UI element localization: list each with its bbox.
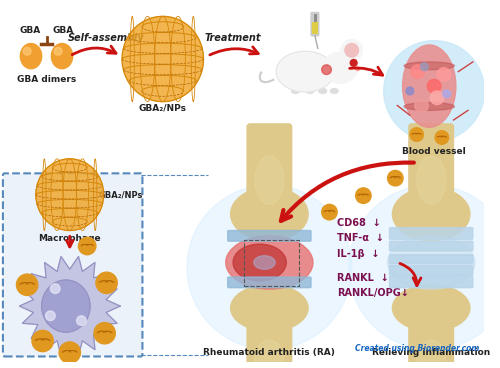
Text: Treatment: Treatment: [204, 32, 261, 43]
Ellipse shape: [226, 236, 313, 289]
Ellipse shape: [255, 340, 284, 368]
Circle shape: [322, 65, 332, 74]
Text: Rheumatoid arthritis (RA): Rheumatoid arthritis (RA): [204, 348, 336, 357]
Circle shape: [414, 99, 428, 112]
Circle shape: [94, 323, 116, 344]
Text: IL-1β  ↓: IL-1β ↓: [337, 249, 380, 259]
Ellipse shape: [254, 256, 275, 269]
Ellipse shape: [255, 156, 284, 204]
Ellipse shape: [122, 16, 204, 102]
Text: Self-assembly: Self-assembly: [68, 32, 145, 43]
Ellipse shape: [36, 159, 104, 230]
Ellipse shape: [392, 285, 470, 331]
Ellipse shape: [322, 52, 358, 83]
Text: TNF-α  ↓: TNF-α ↓: [337, 233, 384, 243]
Circle shape: [76, 316, 86, 325]
Ellipse shape: [402, 45, 456, 127]
Ellipse shape: [52, 43, 72, 69]
Ellipse shape: [230, 285, 308, 331]
Circle shape: [341, 40, 362, 61]
Circle shape: [59, 342, 80, 363]
FancyBboxPatch shape: [312, 23, 318, 33]
Ellipse shape: [276, 51, 334, 92]
FancyBboxPatch shape: [228, 277, 311, 288]
Text: RANKL/OPG↓: RANKL/OPG↓: [337, 289, 409, 298]
Circle shape: [437, 68, 450, 81]
Text: Created using Biorender.com: Created using Biorender.com: [356, 344, 480, 353]
Circle shape: [443, 90, 450, 98]
Circle shape: [406, 87, 413, 95]
Circle shape: [430, 91, 444, 105]
Ellipse shape: [404, 62, 454, 70]
Circle shape: [46, 311, 55, 321]
Ellipse shape: [319, 89, 326, 93]
FancyBboxPatch shape: [390, 255, 473, 263]
Circle shape: [410, 128, 424, 141]
Text: GBA: GBA: [52, 26, 74, 35]
Circle shape: [388, 170, 403, 186]
Circle shape: [78, 237, 96, 255]
Circle shape: [322, 204, 337, 220]
Circle shape: [16, 274, 38, 296]
Ellipse shape: [392, 187, 470, 241]
FancyBboxPatch shape: [3, 173, 142, 357]
Circle shape: [32, 330, 54, 352]
FancyBboxPatch shape: [247, 303, 292, 368]
Circle shape: [350, 60, 357, 66]
FancyBboxPatch shape: [409, 124, 454, 217]
Ellipse shape: [20, 43, 42, 69]
Ellipse shape: [404, 103, 454, 110]
Circle shape: [345, 43, 358, 57]
FancyBboxPatch shape: [311, 13, 319, 36]
Ellipse shape: [416, 340, 446, 368]
Text: GBA dimers: GBA dimers: [17, 75, 76, 85]
FancyBboxPatch shape: [247, 124, 292, 217]
Ellipse shape: [42, 280, 90, 332]
Circle shape: [435, 131, 448, 144]
FancyBboxPatch shape: [390, 265, 473, 275]
Ellipse shape: [330, 89, 338, 93]
Ellipse shape: [233, 244, 286, 281]
Ellipse shape: [54, 47, 62, 55]
Ellipse shape: [306, 89, 314, 93]
Circle shape: [187, 185, 352, 350]
Ellipse shape: [230, 187, 308, 241]
Text: GBA: GBA: [20, 26, 40, 35]
Circle shape: [428, 79, 441, 93]
FancyBboxPatch shape: [409, 303, 454, 368]
Circle shape: [356, 188, 371, 204]
Ellipse shape: [24, 47, 31, 55]
Circle shape: [50, 284, 60, 294]
FancyBboxPatch shape: [390, 227, 473, 239]
Ellipse shape: [388, 236, 475, 289]
Text: Macrophage: Macrophage: [38, 234, 101, 243]
FancyBboxPatch shape: [390, 241, 473, 251]
FancyBboxPatch shape: [390, 276, 473, 288]
Circle shape: [96, 272, 117, 294]
Text: GBA₂/NPs: GBA₂/NPs: [139, 103, 187, 112]
Text: Blood vessel: Blood vessel: [402, 147, 466, 156]
Ellipse shape: [292, 89, 300, 93]
Circle shape: [420, 63, 428, 71]
Text: GBA₂/NPs: GBA₂/NPs: [99, 190, 143, 199]
Circle shape: [384, 40, 484, 141]
Text: CD68  ↓: CD68 ↓: [337, 218, 381, 228]
Text: Relieving inflammation: Relieving inflammation: [372, 348, 490, 357]
Polygon shape: [20, 256, 120, 356]
Circle shape: [349, 185, 500, 350]
Ellipse shape: [416, 156, 446, 204]
Circle shape: [411, 65, 424, 78]
Circle shape: [356, 67, 360, 71]
Text: RANKL  ↓: RANKL ↓: [337, 273, 389, 283]
FancyBboxPatch shape: [228, 230, 311, 241]
